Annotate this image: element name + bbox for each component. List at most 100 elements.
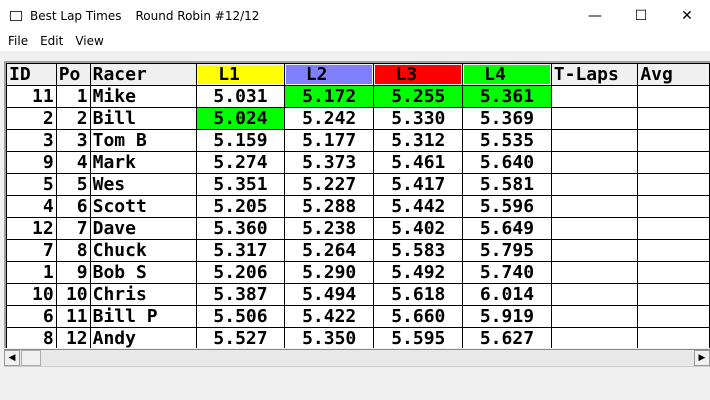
lap-2-cell[interactable]: 5.264: [283, 239, 375, 262]
position-cell[interactable]: 8: [55, 239, 91, 262]
maximize-button[interactable]: ☐: [634, 7, 648, 24]
lap-3-cell[interactable]: 5.583: [373, 239, 464, 262]
position-cell[interactable]: 11: [55, 305, 91, 328]
lap-1-cell[interactable]: 5.387: [196, 283, 285, 306]
t-laps-cell[interactable]: [550, 129, 639, 152]
column-header-l2[interactable]: L2: [283, 63, 375, 86]
id-cell[interactable]: 9: [6, 151, 57, 174]
lap-1-cell[interactable]: 5.527: [196, 327, 285, 348]
avg-cell[interactable]: [637, 107, 710, 130]
lap-2-cell[interactable]: 5.242: [283, 107, 375, 130]
menu-edit[interactable]: Edit: [40, 34, 64, 48]
lap-3-cell[interactable]: 5.417: [373, 173, 464, 196]
lap-4-cell[interactable]: 5.640: [462, 151, 552, 174]
lap-4-cell[interactable]: 5.740: [462, 261, 552, 284]
id-cell[interactable]: 8: [6, 327, 57, 348]
position-cell[interactable]: 5: [55, 173, 91, 196]
t-laps-cell[interactable]: [550, 327, 639, 348]
lap-1-cell[interactable]: 5.031: [196, 85, 285, 108]
id-cell[interactable]: 7: [6, 239, 57, 262]
position-cell[interactable]: 1: [55, 85, 91, 108]
t-laps-cell[interactable]: [550, 261, 639, 284]
t-laps-cell[interactable]: [550, 173, 639, 196]
position-cell[interactable]: 2: [55, 107, 91, 130]
lap-3-cell[interactable]: 5.618: [373, 283, 464, 306]
lap-2-cell[interactable]: 5.238: [283, 217, 375, 240]
lap-3-cell[interactable]: 5.312: [373, 129, 464, 152]
lap-1-cell[interactable]: 5.024: [196, 107, 285, 130]
lap-2-cell[interactable]: 5.494: [283, 283, 375, 306]
menu-file[interactable]: File: [8, 34, 29, 48]
avg-cell[interactable]: [637, 173, 710, 196]
lap-2-cell[interactable]: 5.177: [283, 129, 375, 152]
racer-cell[interactable]: Dave: [89, 217, 198, 240]
lap-4-cell[interactable]: 5.596: [462, 195, 552, 218]
id-cell[interactable]: 1: [6, 261, 57, 284]
t-laps-cell[interactable]: [550, 305, 639, 328]
lap-4-cell[interactable]: 5.649: [462, 217, 552, 240]
lap-3-cell[interactable]: 5.330: [373, 107, 464, 130]
avg-cell[interactable]: [637, 305, 710, 328]
horizontal-scrollbar[interactable]: ◀ ▶: [4, 349, 710, 367]
lap-2-cell[interactable]: 5.172: [283, 85, 375, 108]
lap-1-cell[interactable]: 5.205: [196, 195, 285, 218]
id-cell[interactable]: 4: [6, 195, 57, 218]
lap-1-cell[interactable]: 5.206: [196, 261, 285, 284]
position-cell[interactable]: 4: [55, 151, 91, 174]
t-laps-cell[interactable]: [550, 195, 639, 218]
lap-4-cell[interactable]: 5.535: [462, 129, 552, 152]
racer-cell[interactable]: Bill: [89, 107, 198, 130]
lap-4-cell[interactable]: 5.627: [462, 327, 552, 348]
position-cell[interactable]: 3: [55, 129, 91, 152]
id-cell[interactable]: 12: [6, 217, 57, 240]
lap-1-cell[interactable]: 5.360: [196, 217, 285, 240]
racer-cell[interactable]: Bob S: [89, 261, 198, 284]
position-cell[interactable]: 9: [55, 261, 91, 284]
lap-2-cell[interactable]: 5.422: [283, 305, 375, 328]
avg-cell[interactable]: [637, 217, 710, 240]
avg-cell[interactable]: [637, 151, 710, 174]
lap-2-cell[interactable]: 5.350: [283, 327, 375, 348]
avg-cell[interactable]: [637, 195, 710, 218]
racer-cell[interactable]: Tom B: [89, 129, 198, 152]
racer-cell[interactable]: Scott: [89, 195, 198, 218]
t-laps-cell[interactable]: [550, 107, 639, 130]
id-cell[interactable]: 3: [6, 129, 57, 152]
column-header-racer[interactable]: Racer: [89, 63, 198, 86]
lap-3-cell[interactable]: 5.492: [373, 261, 464, 284]
lap-4-cell[interactable]: 5.581: [462, 173, 552, 196]
avg-cell[interactable]: [637, 283, 710, 306]
lap-2-cell[interactable]: 5.290: [283, 261, 375, 284]
column-header-l3[interactable]: L3: [373, 63, 464, 86]
avg-cell[interactable]: [637, 85, 710, 108]
close-button[interactable]: ✕: [681, 7, 693, 24]
lap-3-cell[interactable]: 5.461: [373, 151, 464, 174]
minimize-button[interactable]: —: [588, 7, 602, 24]
lap-1-cell[interactable]: 5.159: [196, 129, 285, 152]
lap-1-cell[interactable]: 5.351: [196, 173, 285, 196]
lap-4-cell[interactable]: 5.919: [462, 305, 552, 328]
column-header-l4[interactable]: L4: [462, 63, 552, 86]
position-cell[interactable]: 10: [55, 283, 91, 306]
avg-cell[interactable]: [636, 326, 710, 348]
id-cell[interactable]: 6: [6, 305, 57, 328]
racer-cell[interactable]: Mike: [89, 85, 198, 108]
scroll-thumb[interactable]: [21, 350, 41, 366]
avg-cell[interactable]: [637, 239, 710, 262]
t-laps-cell[interactable]: [550, 239, 639, 262]
lap-2-cell[interactable]: 5.373: [283, 151, 375, 174]
lap-3-cell[interactable]: 5.595: [373, 327, 464, 348]
avg-cell[interactable]: [637, 261, 710, 284]
racer-cell[interactable]: Chuck: [89, 239, 198, 262]
position-cell[interactable]: 6: [55, 195, 91, 218]
lap-4-cell[interactable]: 5.369: [462, 107, 552, 130]
lap-2-cell[interactable]: 5.288: [283, 195, 375, 218]
lap-3-cell[interactable]: 5.442: [373, 195, 464, 218]
t-laps-cell[interactable]: [550, 151, 639, 174]
id-cell[interactable]: 5: [6, 173, 57, 196]
id-cell[interactable]: 2: [6, 107, 57, 130]
id-cell[interactable]: 11: [6, 85, 57, 108]
lap-4-cell[interactable]: 5.795: [462, 239, 552, 262]
racer-cell[interactable]: Bill P: [89, 305, 198, 328]
column-header-po[interactable]: Po: [55, 63, 91, 86]
